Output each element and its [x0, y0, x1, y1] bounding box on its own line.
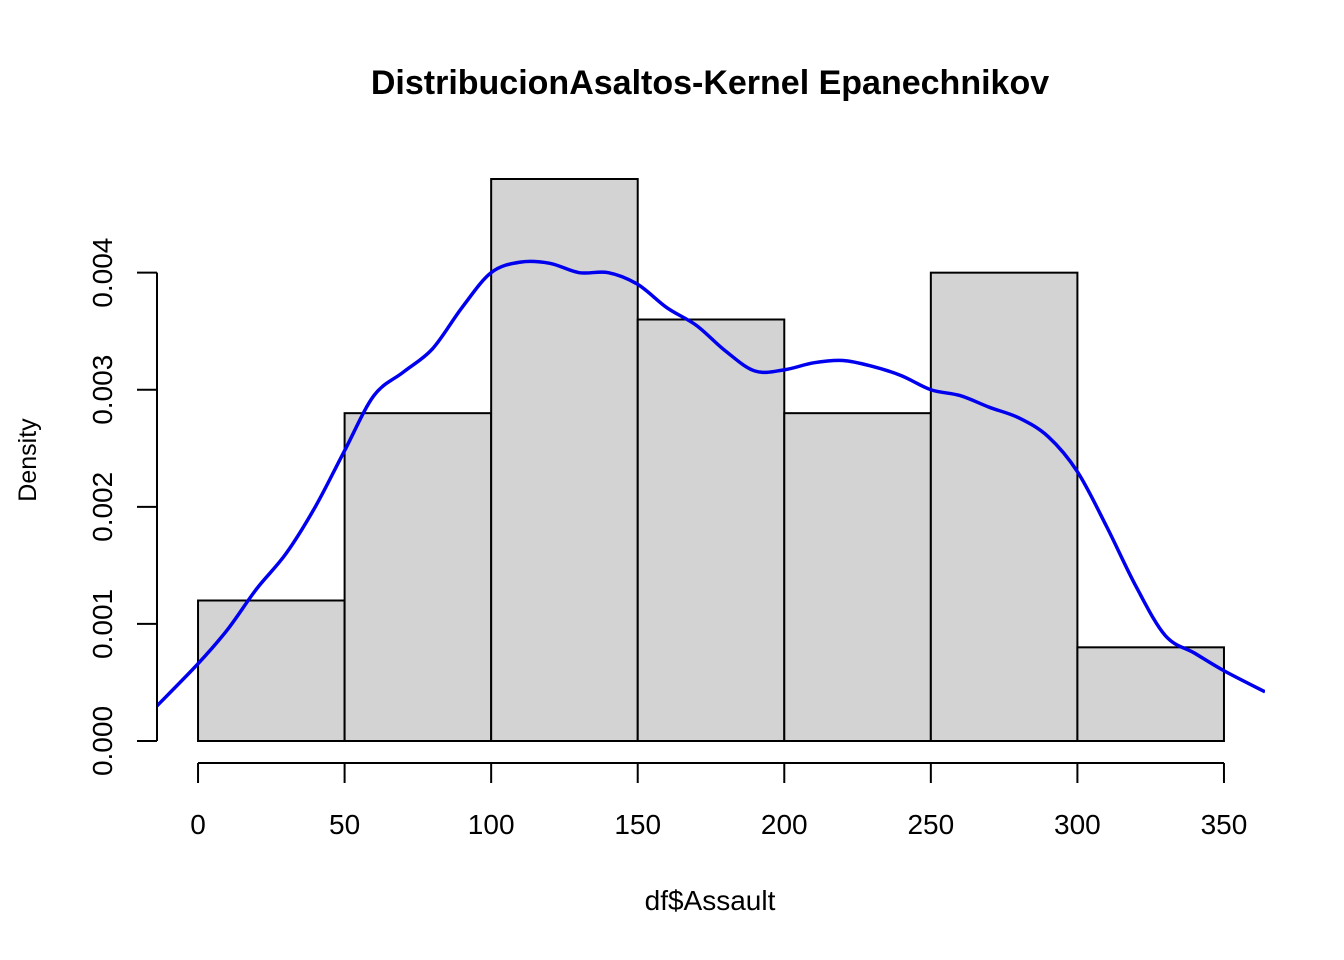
y-tick-label-3: 0.003: [87, 355, 118, 425]
density-curve: [157, 259, 1265, 708]
y-tick-label-4: 0.004: [87, 238, 118, 308]
y-tick-label-0: 0.000: [87, 706, 118, 776]
x-tick-label-2: 100: [468, 809, 515, 840]
density-curve-layer: [157, 259, 1265, 708]
histogram-bars: [197, 178, 1225, 742]
x-axis: 0 50 100 150 200 250 300 350: [190, 762, 1248, 840]
x-tick-label-0: 0: [190, 809, 206, 840]
histogram-bar-5: [929, 271, 1079, 742]
y-axis-label: Density: [14, 418, 42, 502]
histogram-bar-4: [783, 412, 932, 742]
x-tick-label-7: 350: [1201, 809, 1248, 840]
x-tick-label-5: 250: [907, 809, 954, 840]
histogram-bar-0: [197, 599, 346, 742]
x-tick-label-1: 50: [329, 809, 360, 840]
y-tick-label-2: 0.002: [87, 472, 118, 542]
x-tick-label-3: 150: [614, 809, 661, 840]
histogram-bar-6: [1076, 646, 1225, 742]
chart-title: DistribucionAsaltos-Kernel Epanechnikov: [371, 64, 1049, 102]
x-tick-label-4: 200: [761, 809, 808, 840]
x-tick-label-6: 300: [1054, 809, 1101, 840]
y-axis: 0.000 0.001 0.002 0.003 0.004: [87, 238, 158, 776]
x-axis-label: df$Assault: [645, 885, 776, 916]
histogram-bar-3: [636, 318, 786, 742]
histogram-bar-1: [343, 412, 493, 742]
y-tick-label-1: 0.001: [87, 589, 118, 659]
